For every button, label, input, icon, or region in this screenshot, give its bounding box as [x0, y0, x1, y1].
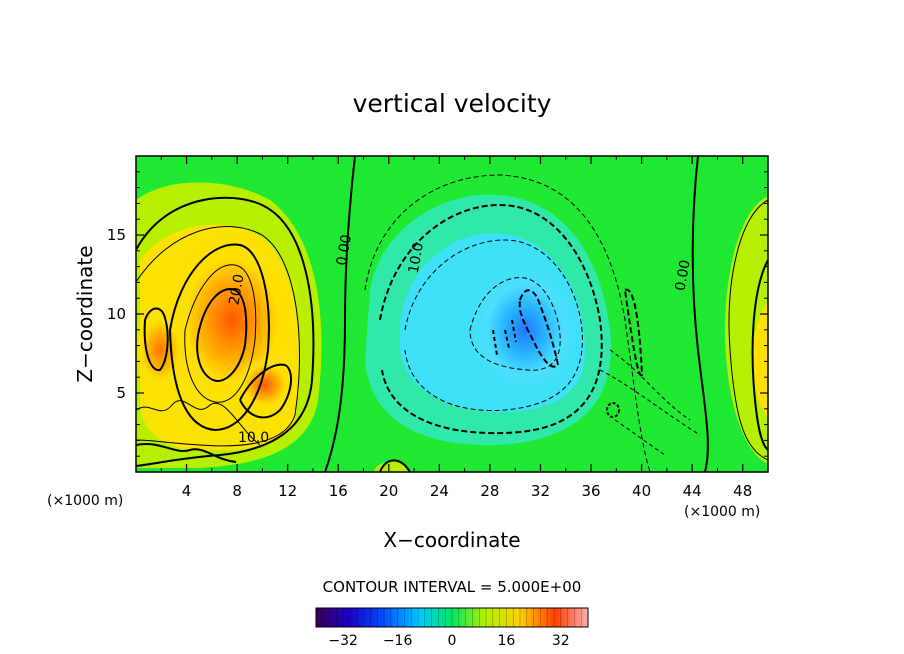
x-tick-label: 8: [232, 482, 242, 500]
contour-15: [184, 264, 257, 403]
right-contour-5: [728, 199, 768, 461]
x-unit-label-right: (×1000 m): [684, 504, 760, 520]
x-tick-label: 4: [182, 482, 192, 500]
neg-contour-25: [518, 289, 560, 368]
right-updraft-core: [753, 303, 768, 417]
colorbar-tick-label: −16: [383, 633, 413, 649]
left-updraft-core-3: [136, 305, 190, 395]
x-tick-label: 28: [480, 482, 499, 500]
colorbar-tick-label: 0: [448, 633, 457, 649]
colorbar-tick-label: 32: [552, 633, 570, 649]
zero-contour-left: [324, 156, 356, 472]
contour-lines: [136, 156, 768, 472]
colorbar-ticks: −32 −16 0 16 32: [328, 633, 569, 649]
neg-contour-10: [379, 203, 603, 435]
neg-contour-right-streak: [624, 288, 644, 377]
contour-label: 0.00: [673, 259, 694, 292]
contour-20: [196, 288, 248, 382]
x-tick-label: 16: [329, 482, 348, 500]
neg-contour-20: [469, 277, 561, 371]
x-tick-label: 48: [733, 482, 752, 500]
zero-contour-right: [691, 156, 709, 472]
x-tick-label: 24: [430, 482, 449, 500]
zero-contour-left-base: [136, 196, 315, 467]
x-tick-label: 12: [278, 482, 297, 500]
neg-contour-streaks: [492, 319, 517, 356]
neg-contour-lower-right: [599, 349, 701, 456]
contour-lowest: [136, 442, 237, 463]
y-axis-label: Z−coordinate: [73, 245, 97, 382]
x-axis-ticks: 4 8 12 16 20 24 28 32 36 40 44 48: [160, 156, 752, 500]
colorbar: [315, 607, 589, 628]
contour-low-bumps: [136, 400, 261, 446]
x-axis-label: X−coordinate: [383, 528, 520, 552]
neg-contour-small: [606, 402, 620, 418]
neg-contour-5: [364, 174, 651, 472]
y-tick-label: 10: [107, 305, 126, 323]
contour-labels: 0.00 10.0 20.0 10.0 0.00: [226, 233, 693, 446]
neg-contour-15: [404, 239, 583, 412]
contour-label: 0.00: [334, 233, 355, 266]
x-tick-label: 36: [581, 482, 600, 500]
right-updraft-region: [725, 196, 768, 464]
x-tick-label: 20: [379, 482, 398, 500]
colorbar-segments: [322, 608, 582, 627]
contour-label: 20.0: [226, 273, 247, 306]
contour-label: 10.0: [238, 430, 269, 446]
x-tick-label: 32: [531, 482, 550, 500]
contour-10-lower: [239, 363, 292, 419]
contour-label: 10.0: [406, 241, 427, 274]
contour-interval-label: CONTOUR INTERVAL = 5.000E+00: [323, 578, 582, 596]
colorbar-tick-label: −32: [328, 633, 358, 649]
y-tick-label: 15: [107, 226, 126, 244]
contour-10-left-lobe: [143, 307, 169, 372]
contour-5: [136, 226, 300, 447]
y-tick-label: 5: [116, 384, 126, 402]
chart-title: vertical velocity: [353, 89, 552, 118]
contour-10: [169, 243, 270, 432]
contour-field: [136, 156, 768, 472]
x-tick-label: 40: [632, 482, 651, 500]
downdraft-core: [470, 265, 580, 395]
x-tick-label: 44: [683, 482, 702, 500]
small-bottom-contour: [379, 459, 411, 472]
x-unit-label-left: (×1000 m): [47, 493, 123, 509]
y-axis-ticks: 5 10 15: [107, 171, 768, 457]
right-contour-10: [751, 259, 768, 451]
colorbar-tick-label: 16: [497, 633, 515, 649]
